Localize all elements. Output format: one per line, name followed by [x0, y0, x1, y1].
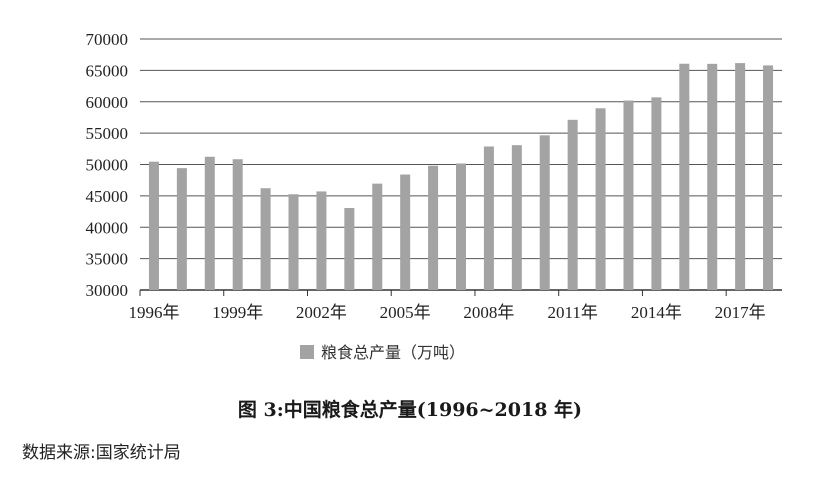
bar — [595, 108, 606, 290]
bar — [679, 63, 690, 291]
x-tick-label: 2014年 — [631, 303, 682, 322]
bars — [148, 63, 774, 291]
legend-swatch — [300, 345, 314, 359]
bar — [316, 191, 327, 290]
y-tick-label: 55000 — [86, 124, 129, 143]
grain-output-chart: 30000 35000 40000 45000 50000 55000 60000 65000… — [86, 30, 782, 362]
bar — [483, 146, 494, 290]
bar — [344, 207, 355, 290]
bar — [763, 65, 774, 290]
y-axis-tick-labels: 30000 35000 40000 45000 50000 55000 60000 65000… — [86, 30, 129, 300]
bar — [204, 156, 215, 290]
bar — [707, 63, 718, 290]
x-tick-label: 1999年 — [212, 303, 263, 322]
bar — [456, 163, 466, 290]
bar — [400, 174, 411, 290]
y-tick-label: 45000 — [86, 187, 129, 206]
bar — [260, 188, 271, 290]
bar — [176, 168, 187, 290]
x-tick-label: 2011年 — [547, 303, 597, 322]
y-tick-label: 30000 — [86, 281, 129, 300]
x-axis — [139, 290, 727, 296]
x-tick-label: 1996年 — [128, 303, 179, 322]
bar — [539, 135, 550, 290]
bar — [511, 145, 522, 290]
legend-label: 粮食总产量（万吨） — [321, 343, 465, 362]
y-tick-label: 40000 — [86, 218, 129, 237]
bar — [148, 161, 159, 290]
bar — [372, 183, 383, 290]
bar — [651, 97, 662, 290]
x-tick-label: 2002年 — [296, 303, 347, 322]
bar — [623, 100, 634, 291]
x-tick-label: 2017年 — [715, 303, 766, 322]
y-tick-label: 70000 — [86, 30, 129, 49]
bar — [232, 159, 243, 290]
bar — [567, 119, 578, 291]
chart-caption: 图 3:中国粮食总产量(1996~2018 年) — [237, 399, 583, 421]
y-tick-label: 60000 — [86, 93, 129, 112]
y-tick-label: 35000 — [86, 250, 129, 269]
legend: 粮食总产量（万吨） — [300, 343, 465, 362]
x-tick-label: 2008年 — [463, 303, 514, 322]
bar — [735, 63, 746, 290]
x-tick-label: 2005年 — [380, 303, 431, 322]
y-tick-label: 65000 — [86, 61, 129, 80]
y-tick-label: 50000 — [86, 156, 129, 175]
x-axis-tick-labels: 1996年 1999年 2002年 2005年 2008年 2011年 2014年 2017年 — [128, 303, 765, 322]
bar — [288, 194, 299, 290]
bar — [428, 165, 439, 290]
data-source-note: 数据来源:国家统计局 — [22, 443, 181, 463]
